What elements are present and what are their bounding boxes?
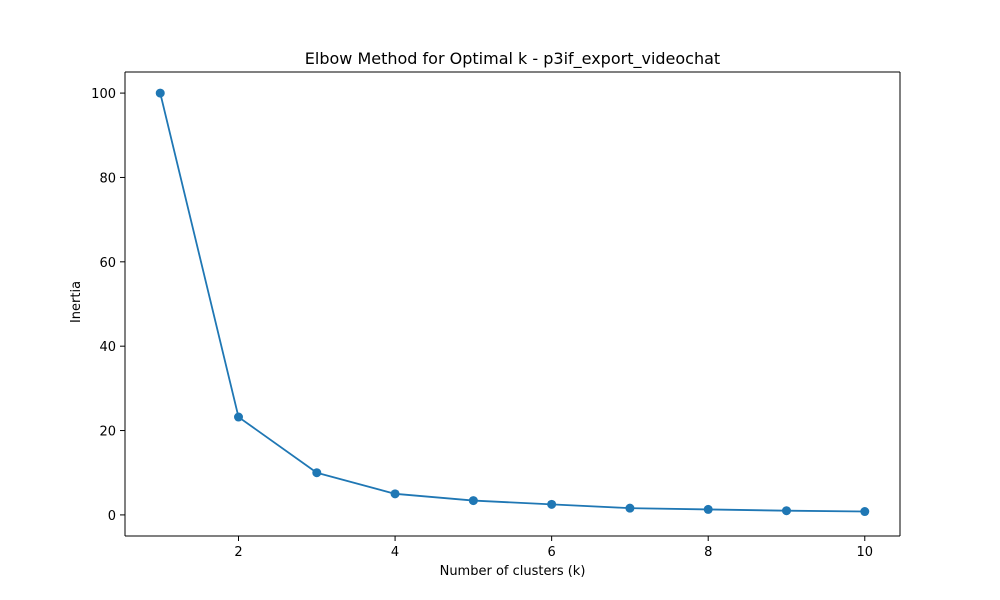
data-point bbox=[155, 88, 165, 98]
data-point bbox=[625, 503, 635, 513]
series-line bbox=[159, 92, 865, 513]
data-point bbox=[390, 489, 400, 499]
y-tick-label: 40 bbox=[99, 340, 116, 355]
data-point bbox=[312, 468, 322, 478]
chart-title: Elbow Method for Optimal k - p3if_export… bbox=[305, 49, 720, 69]
y-tick-label: 0 bbox=[108, 509, 116, 524]
data-point bbox=[703, 504, 713, 514]
x-axis-label: Number of clusters (k) bbox=[440, 564, 586, 579]
x-tick-label: 8 bbox=[704, 545, 712, 560]
x-tick-label: 6 bbox=[548, 545, 556, 560]
data-point bbox=[860, 507, 870, 517]
data-point bbox=[468, 496, 478, 506]
y-tick-label: 60 bbox=[99, 256, 116, 271]
x-tick-label: 4 bbox=[391, 545, 399, 560]
y-tick-label: 100 bbox=[91, 87, 116, 102]
y-axis-label: Inertia bbox=[69, 281, 84, 323]
x-tick-label: 2 bbox=[234, 545, 242, 560]
y-tick-label: 80 bbox=[99, 171, 116, 186]
data-point bbox=[234, 412, 244, 422]
x-tick-label: 10 bbox=[856, 545, 873, 560]
data-point bbox=[547, 499, 557, 509]
data-point bbox=[781, 506, 791, 516]
y-tick-label: 20 bbox=[99, 425, 116, 440]
